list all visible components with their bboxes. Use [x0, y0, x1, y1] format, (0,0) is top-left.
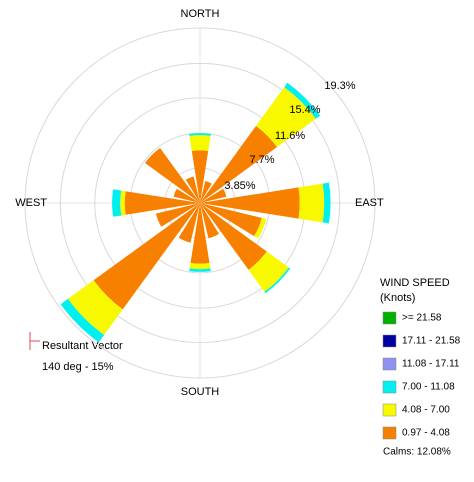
rose-segment [93, 203, 200, 310]
legend-swatch [382, 380, 397, 394]
rose-segment [200, 187, 300, 219]
legend-label: 17.11 - 21.58 [402, 336, 461, 347]
rose-segment [200, 125, 278, 203]
rose-segment [144, 147, 200, 203]
legend-label: 11.08 - 17.11 [402, 359, 460, 370]
legend-swatch [382, 334, 397, 348]
legend-label: 4.08 - 7.00 [402, 405, 450, 416]
legend-label: 0.97 - 4.08 [402, 428, 450, 439]
grid-ring [24, 27, 376, 379]
rose-segment [189, 134, 211, 152]
rose-segment [189, 263, 211, 270]
ring-label: 19.3% [324, 80, 355, 92]
rose-segment [112, 189, 122, 217]
legend-swatch [382, 357, 397, 371]
legend-title: (Knots) [380, 292, 415, 304]
legend-swatch [382, 426, 397, 440]
rose-segment [264, 267, 291, 294]
rose-segment [255, 87, 316, 148]
rose-segment [200, 203, 267, 270]
ring-label: 11.6% [275, 130, 306, 142]
rose-segment [254, 217, 267, 239]
legend-label: >= 21.58 [402, 313, 442, 324]
rose-segment [200, 203, 262, 237]
legend-swatch [382, 311, 397, 325]
direction-label: NORTH [181, 8, 220, 20]
rose-segment [200, 188, 227, 203]
rose-segment [190, 203, 210, 264]
rose-segment [185, 176, 200, 203]
rose-segment [189, 268, 211, 272]
rose-segment [124, 191, 200, 215]
calms: Calms: 12.08% [383, 447, 451, 458]
rose-segment [200, 180, 212, 203]
ring-label: 7.7% [249, 154, 274, 166]
legend-label: 7.00 - 11.08 [402, 382, 455, 393]
ring-label: 15.4% [289, 104, 320, 116]
annotation: Resultant Vector [42, 340, 123, 352]
annotation: 140 deg - 15% [42, 361, 114, 373]
rose-segment [191, 150, 209, 203]
legend-swatch [382, 403, 397, 417]
rose-segment [284, 82, 321, 119]
rose-segment [248, 251, 289, 292]
ring-label: 3.85% [224, 180, 255, 192]
rose-segment [155, 203, 200, 227]
rose-segment [67, 280, 123, 336]
rose-segment [178, 203, 200, 243]
legend-title: WIND SPEED [380, 277, 450, 289]
rose-segment [189, 133, 211, 136]
rose-segment [173, 188, 200, 203]
direction-label: SOUTH [181, 386, 220, 398]
direction-label: EAST [355, 197, 384, 209]
rose-segment [298, 183, 325, 223]
direction-label: WEST [15, 197, 47, 209]
grid-ring [59, 62, 341, 344]
rose-segment [200, 203, 219, 239]
rose-segment [120, 190, 126, 216]
rose-segment [60, 298, 105, 343]
rose-segment [322, 182, 331, 224]
